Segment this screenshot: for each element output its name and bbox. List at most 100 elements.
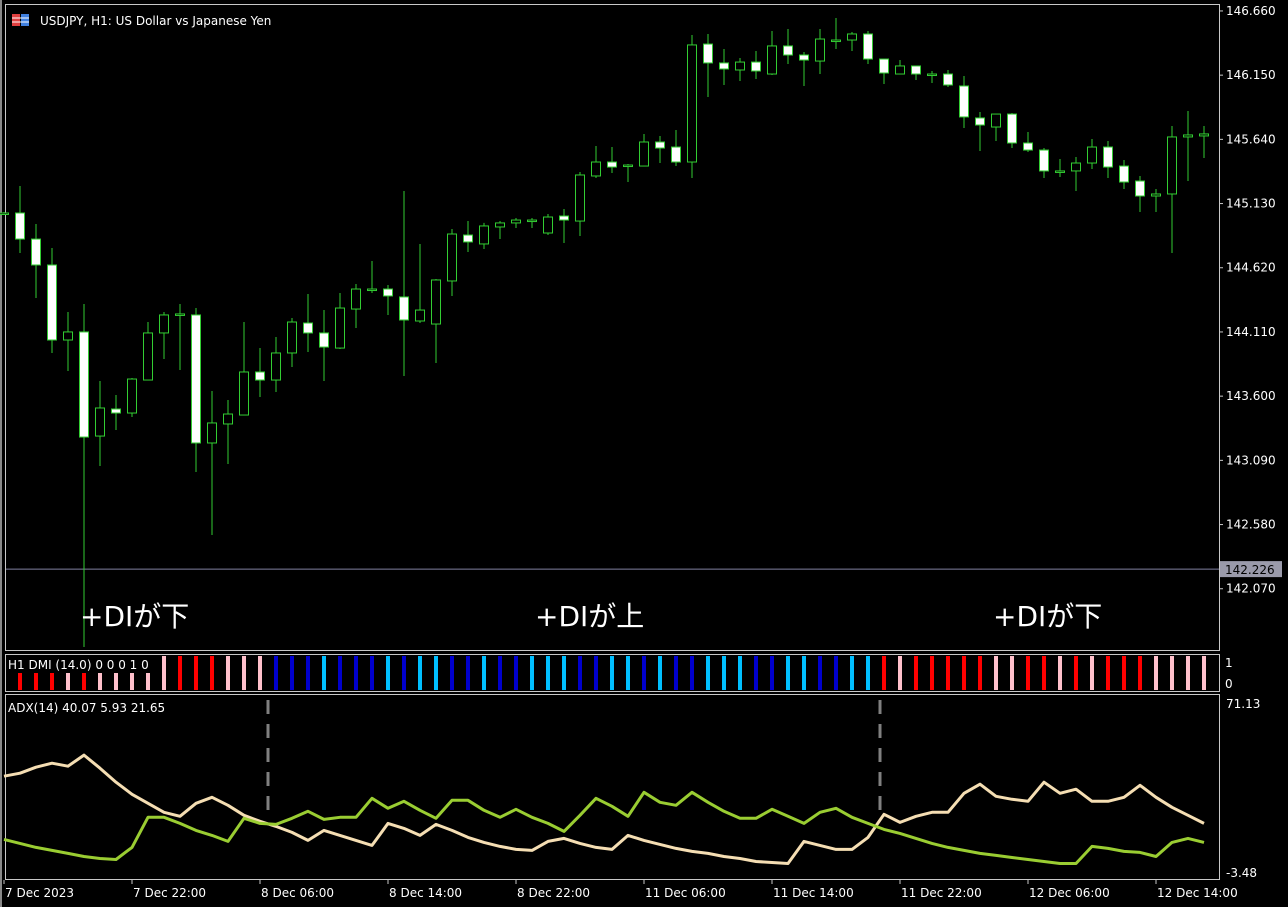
candle[interactable]	[1039, 148, 1049, 178]
candle[interactable]	[623, 164, 633, 183]
candle[interactable]	[1007, 113, 1017, 149]
main-price-pane[interactable]	[5, 4, 1220, 651]
candle[interactable]	[479, 222, 489, 249]
candle[interactable]	[79, 304, 89, 648]
adx-pane[interactable]	[5, 694, 1220, 880]
candle[interactable]	[175, 304, 185, 370]
candle[interactable]	[719, 48, 729, 85]
candle[interactable]	[735, 58, 745, 81]
candle[interactable]	[159, 312, 169, 360]
candle[interactable]	[927, 70, 937, 83]
candle-body-bullish	[415, 309, 425, 322]
candle[interactable]	[271, 336, 281, 392]
candle[interactable]	[15, 186, 25, 254]
candle[interactable]	[95, 381, 105, 467]
candle[interactable]	[1167, 126, 1177, 254]
candle[interactable]	[831, 18, 841, 49]
candle[interactable]	[575, 171, 585, 237]
candle[interactable]	[1023, 132, 1033, 152]
candle[interactable]	[111, 395, 121, 431]
candle-body-bearish	[783, 45, 793, 56]
dmi-bar-strong-up	[818, 656, 822, 690]
candle[interactable]	[303, 294, 313, 352]
candle-body-bearish	[1119, 165, 1129, 183]
candle[interactable]	[959, 76, 969, 129]
candle[interactable]	[63, 312, 73, 371]
candle[interactable]	[1071, 156, 1081, 191]
dmi-bar-weak-down	[1010, 656, 1014, 690]
candle[interactable]	[543, 213, 553, 236]
candle[interactable]	[879, 58, 889, 84]
candle[interactable]	[47, 247, 57, 353]
candle[interactable]	[911, 65, 921, 81]
candle-body-bullish	[63, 331, 73, 341]
candle-body-bearish	[1135, 180, 1145, 197]
price-axis-label: 145.640	[1226, 132, 1276, 146]
candle[interactable]	[671, 130, 681, 167]
candle[interactable]	[143, 322, 153, 381]
dmi-bar-strong-up	[642, 656, 646, 690]
candle[interactable]	[1087, 138, 1097, 170]
candle[interactable]	[399, 190, 409, 377]
candle[interactable]	[1135, 175, 1145, 212]
candle[interactable]	[1119, 159, 1129, 189]
dmi-pane[interactable]	[5, 654, 1220, 692]
candle[interactable]	[383, 284, 393, 315]
candle[interactable]	[863, 30, 873, 64]
candle[interactable]	[975, 112, 985, 152]
candle-body-bullish	[175, 313, 185, 316]
candle[interactable]	[0, 211, 9, 215]
candle[interactable]	[431, 278, 441, 364]
candle[interactable]	[415, 243, 425, 324]
candle[interactable]	[943, 69, 953, 87]
candle[interactable]	[207, 390, 217, 535]
candle[interactable]	[639, 133, 649, 167]
candle[interactable]	[31, 223, 41, 298]
candle[interactable]	[703, 33, 713, 98]
dmi-bar-weak-up	[706, 656, 710, 690]
candle[interactable]	[511, 218, 521, 228]
candle[interactable]	[799, 51, 809, 86]
candle[interactable]	[1151, 188, 1161, 212]
candle-body-bearish	[383, 288, 393, 297]
candle[interactable]	[287, 317, 297, 367]
candle[interactable]	[127, 378, 137, 418]
candle-body-bearish	[959, 85, 969, 118]
candle[interactable]	[751, 50, 761, 80]
candle-body-bullish	[1087, 146, 1097, 164]
candle[interactable]	[655, 135, 665, 164]
candle[interactable]	[319, 310, 329, 382]
candle[interactable]	[495, 221, 505, 240]
candle[interactable]	[255, 348, 265, 398]
dmi-bar-strong-down	[962, 656, 966, 690]
time-axis-label: 12 Dec 06:00	[1029, 886, 1110, 900]
candle[interactable]	[463, 221, 473, 253]
candle[interactable]	[559, 208, 569, 243]
dmi-bars-group	[18, 656, 1206, 690]
candle-body-bullish	[1167, 136, 1177, 195]
candle[interactable]	[367, 260, 377, 294]
candle[interactable]	[783, 28, 793, 64]
candle[interactable]	[527, 218, 537, 228]
candle[interactable]	[335, 293, 345, 349]
candle[interactable]	[607, 147, 617, 173]
candle[interactable]	[847, 31, 857, 51]
candle[interactable]	[191, 308, 201, 473]
candle[interactable]	[447, 228, 457, 296]
candle[interactable]	[239, 322, 249, 416]
candle[interactable]	[1199, 126, 1209, 158]
candle-body-bullish	[287, 321, 297, 354]
candle[interactable]	[767, 30, 777, 76]
candle-body-bullish	[687, 44, 697, 163]
candle[interactable]	[223, 400, 233, 464]
candle[interactable]	[687, 34, 697, 178]
candle[interactable]	[815, 28, 825, 75]
candle[interactable]	[591, 146, 601, 178]
candle[interactable]	[1183, 111, 1193, 182]
candle[interactable]	[1103, 140, 1113, 178]
candle[interactable]	[895, 60, 905, 75]
candle[interactable]	[1055, 158, 1065, 177]
candle[interactable]	[351, 283, 361, 329]
candle[interactable]	[991, 113, 1001, 141]
